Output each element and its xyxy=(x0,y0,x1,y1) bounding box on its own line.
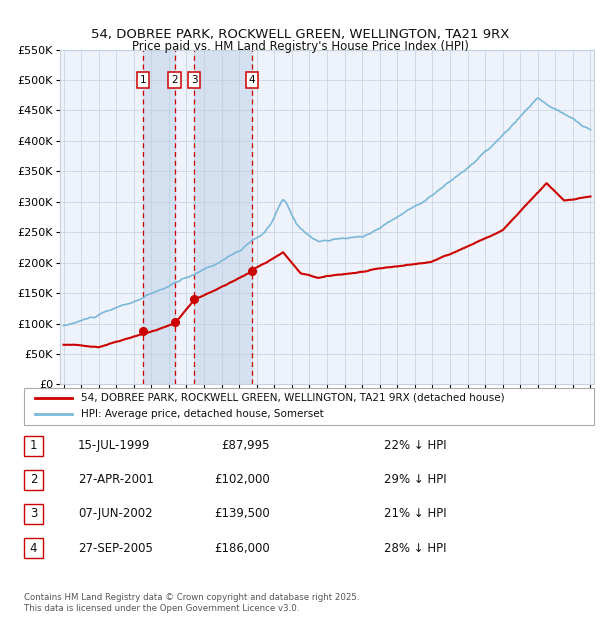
Text: 27-SEP-2005: 27-SEP-2005 xyxy=(78,542,153,554)
Text: 21% ↓ HPI: 21% ↓ HPI xyxy=(384,508,446,520)
Text: 27-APR-2001: 27-APR-2001 xyxy=(78,474,154,486)
Text: 2: 2 xyxy=(171,75,178,85)
Text: 4: 4 xyxy=(30,542,37,554)
Bar xyxy=(143,50,175,384)
Text: 3: 3 xyxy=(30,508,37,520)
Text: 3: 3 xyxy=(191,75,197,85)
Text: 54, DOBREE PARK, ROCKWELL GREEN, WELLINGTON, TA21 9RX (detached house): 54, DOBREE PARK, ROCKWELL GREEN, WELLING… xyxy=(81,393,505,403)
Text: HPI: Average price, detached house, Somerset: HPI: Average price, detached house, Some… xyxy=(81,409,324,419)
Text: £87,995: £87,995 xyxy=(221,440,270,452)
Text: 4: 4 xyxy=(249,75,256,85)
Text: 07-JUN-2002: 07-JUN-2002 xyxy=(78,508,152,520)
Text: 22% ↓ HPI: 22% ↓ HPI xyxy=(384,440,446,452)
Bar xyxy=(194,50,252,384)
Text: 2: 2 xyxy=(30,474,37,486)
Text: Contains HM Land Registry data © Crown copyright and database right 2025.
This d: Contains HM Land Registry data © Crown c… xyxy=(24,593,359,613)
Text: Price paid vs. HM Land Registry's House Price Index (HPI): Price paid vs. HM Land Registry's House … xyxy=(131,40,469,53)
Text: £102,000: £102,000 xyxy=(214,474,270,486)
Text: 1: 1 xyxy=(30,440,37,452)
FancyBboxPatch shape xyxy=(24,388,594,425)
Text: 54, DOBREE PARK, ROCKWELL GREEN, WELLINGTON, TA21 9RX: 54, DOBREE PARK, ROCKWELL GREEN, WELLING… xyxy=(91,28,509,41)
Text: 15-JUL-1999: 15-JUL-1999 xyxy=(78,440,151,452)
Text: £186,000: £186,000 xyxy=(214,542,270,554)
Text: 1: 1 xyxy=(140,75,146,85)
Text: 29% ↓ HPI: 29% ↓ HPI xyxy=(384,474,446,486)
Text: £139,500: £139,500 xyxy=(214,508,270,520)
Text: 28% ↓ HPI: 28% ↓ HPI xyxy=(384,542,446,554)
